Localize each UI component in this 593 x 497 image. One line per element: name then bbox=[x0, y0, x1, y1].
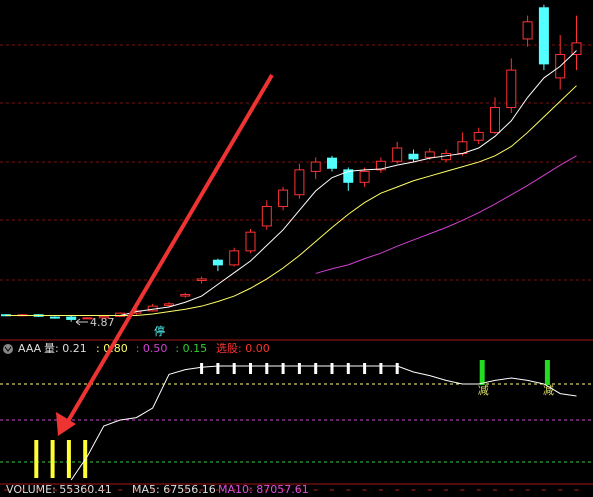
indicator-line bbox=[70, 365, 577, 481]
ma-line bbox=[6, 50, 577, 317]
candle-body bbox=[164, 303, 174, 306]
hold-bar bbox=[200, 363, 204, 374]
candle-body bbox=[538, 7, 549, 65]
candle-body bbox=[245, 231, 256, 252]
indicator-current: 量: 0.21 bbox=[44, 342, 87, 355]
hold-bar bbox=[346, 363, 350, 374]
candle-body bbox=[571, 42, 582, 56]
collapse-icon[interactable] bbox=[3, 344, 13, 354]
volume-label: VOLUME: 55360.41 bbox=[6, 483, 112, 496]
reduce-label: 减 bbox=[543, 384, 554, 397]
candle-body bbox=[66, 316, 77, 320]
candle-body bbox=[343, 169, 354, 183]
candle-body bbox=[310, 161, 321, 172]
candle-body bbox=[392, 147, 403, 162]
candle-body bbox=[261, 205, 272, 227]
hold-bar bbox=[330, 363, 334, 374]
candle-body bbox=[98, 315, 109, 319]
candle-body bbox=[522, 21, 533, 40]
hold-bar bbox=[379, 363, 383, 374]
arrow-shaft bbox=[62, 73, 274, 430]
candle-body bbox=[506, 69, 517, 109]
candle-body bbox=[490, 107, 500, 133]
hold-bar bbox=[281, 363, 285, 374]
candle-body bbox=[180, 293, 191, 297]
candle-body bbox=[196, 278, 207, 281]
candle-body bbox=[424, 151, 435, 158]
hold-bar bbox=[249, 363, 252, 374]
candle-body bbox=[82, 317, 93, 320]
hold-bar bbox=[314, 363, 318, 374]
low-arrow bbox=[75, 318, 88, 326]
hold-bar bbox=[232, 363, 236, 374]
hold-bar bbox=[363, 363, 367, 374]
candle-body bbox=[49, 316, 60, 319]
indicator-level-label: : 0.15 bbox=[175, 342, 207, 355]
volume-ma10: MA10: 87057.61 bbox=[218, 483, 309, 496]
ma-line bbox=[315, 155, 577, 274]
buy-bar bbox=[34, 440, 39, 478]
candle-body bbox=[473, 131, 484, 141]
grid bbox=[0, 44, 593, 281]
candle-body bbox=[327, 157, 337, 169]
hold-bar bbox=[216, 363, 220, 374]
candle-body bbox=[229, 250, 240, 266]
hold-bar bbox=[297, 363, 301, 374]
candle-body bbox=[359, 170, 370, 183]
arrow-head bbox=[56, 412, 76, 436]
low-label: 4.87 bbox=[90, 316, 115, 329]
candle-body bbox=[294, 169, 305, 196]
ma-line bbox=[6, 85, 577, 317]
reduce-label: 减 bbox=[478, 384, 489, 397]
candle-body bbox=[408, 153, 419, 160]
indicator-level-label: : 0.50 bbox=[136, 342, 168, 355]
candle-body bbox=[375, 160, 386, 171]
hold-bar bbox=[265, 363, 269, 374]
volume-ma5: MA5: 67556.16 bbox=[132, 483, 216, 496]
candle-body bbox=[278, 189, 289, 207]
hold-bar bbox=[395, 363, 399, 374]
candle-body bbox=[212, 259, 223, 266]
buy-bar bbox=[50, 440, 55, 478]
candle-body bbox=[457, 141, 468, 154]
indicator-name: AAA bbox=[18, 342, 42, 355]
indicator-pick: 选股: 0.00 bbox=[216, 342, 270, 355]
halt-label: 停 bbox=[154, 324, 165, 338]
collapse-chevron bbox=[4, 346, 12, 352]
reduce-bar bbox=[479, 360, 485, 385]
buy-bar bbox=[66, 440, 71, 478]
reduce-bar bbox=[544, 360, 550, 385]
